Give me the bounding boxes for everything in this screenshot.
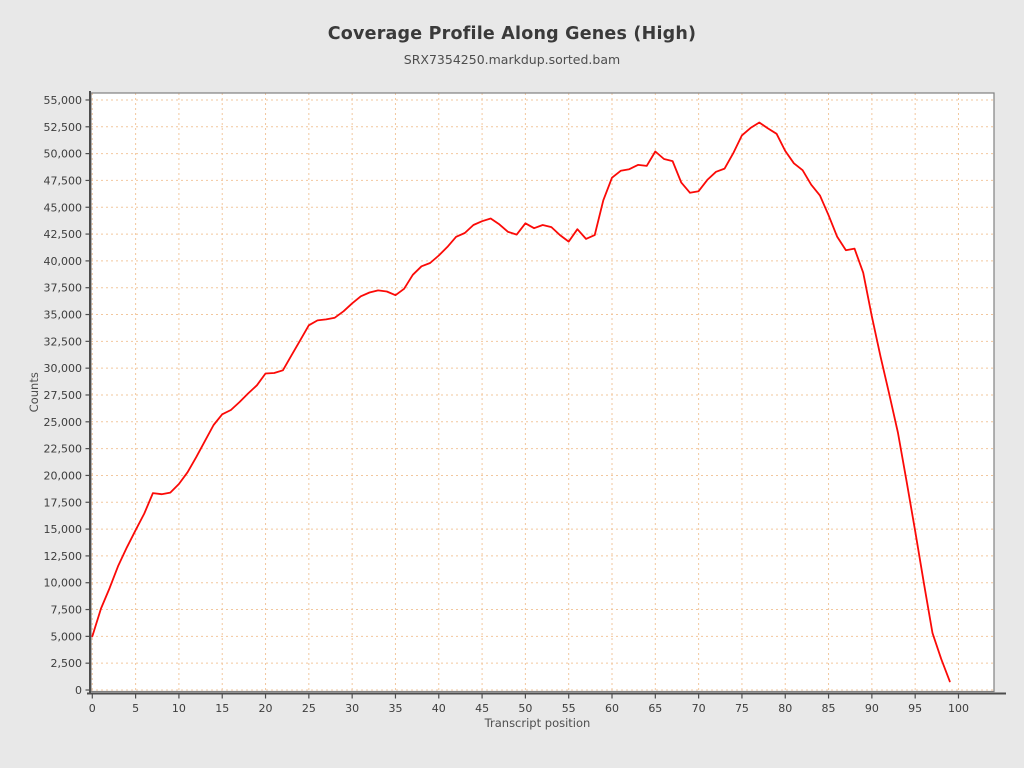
y-tick-label: 37,500 bbox=[44, 282, 83, 295]
x-tick-label: 65 bbox=[648, 702, 662, 715]
y-tick-label: 17,500 bbox=[44, 496, 83, 509]
y-tick-label: 50,000 bbox=[44, 148, 83, 161]
chart-subtitle: SRX7354250.markdup.sorted.bam bbox=[403, 52, 621, 67]
y-tick-label: 5,000 bbox=[51, 630, 83, 643]
y-tick-label: 10,000 bbox=[44, 577, 83, 590]
y-tick-label: 52,500 bbox=[44, 121, 83, 134]
x-tick-label: 20 bbox=[259, 702, 273, 715]
x-tick-label: 10 bbox=[172, 702, 186, 715]
y-tick-label: 32,500 bbox=[44, 335, 83, 348]
x-tick-label: 35 bbox=[388, 702, 402, 715]
x-tick-label: 55 bbox=[562, 702, 576, 715]
y-axis-title: Counts bbox=[27, 372, 41, 412]
x-tick-label: 40 bbox=[432, 702, 446, 715]
y-tick-label: 27,500 bbox=[44, 389, 83, 402]
y-tick-label: 42,500 bbox=[44, 228, 83, 241]
x-tick-label: 60 bbox=[605, 702, 619, 715]
x-tick-label: 100 bbox=[948, 702, 969, 715]
x-tick-label: 75 bbox=[735, 702, 749, 715]
chart-title: Coverage Profile Along Genes (High) bbox=[327, 24, 697, 44]
plot-area bbox=[91, 93, 994, 692]
x-tick-label: 15 bbox=[215, 702, 229, 715]
y-tick-label: 15,000 bbox=[44, 523, 83, 536]
x-tick-label: 80 bbox=[778, 702, 792, 715]
x-axis-title: Transcript position bbox=[484, 716, 591, 730]
x-tick-label: 70 bbox=[692, 702, 706, 715]
x-tick-label: 50 bbox=[518, 702, 532, 715]
y-tick-label: 22,500 bbox=[44, 443, 83, 456]
y-tick-label: 45,000 bbox=[44, 201, 83, 214]
y-tick-label: 47,500 bbox=[44, 174, 83, 187]
y-tick-label: 35,000 bbox=[44, 309, 83, 322]
coverage-line-series bbox=[91, 121, 951, 683]
x-tick-label: 90 bbox=[865, 702, 879, 715]
y-tick-label: 7,500 bbox=[51, 604, 83, 617]
x-tick-label: 5 bbox=[132, 702, 139, 715]
x-tick-label: 30 bbox=[345, 702, 359, 715]
y-tick-label: 40,000 bbox=[44, 255, 83, 268]
y-tick-label: 55,000 bbox=[44, 94, 83, 107]
y-tick-label: 12,500 bbox=[44, 550, 83, 563]
y-tick-label: 25,000 bbox=[44, 416, 83, 429]
x-tick-label: 45 bbox=[475, 702, 489, 715]
y-tick-label: 20,000 bbox=[44, 469, 83, 482]
y-tick-label: 30,000 bbox=[44, 362, 83, 375]
x-tick-label: 85 bbox=[822, 702, 836, 715]
x-tick-label: 25 bbox=[302, 702, 316, 715]
y-tick-label: 2,500 bbox=[51, 657, 83, 670]
y-tick-label: 0 bbox=[75, 684, 82, 697]
x-tick-label: 95 bbox=[908, 702, 922, 715]
x-tick-label: 0 bbox=[89, 702, 96, 715]
